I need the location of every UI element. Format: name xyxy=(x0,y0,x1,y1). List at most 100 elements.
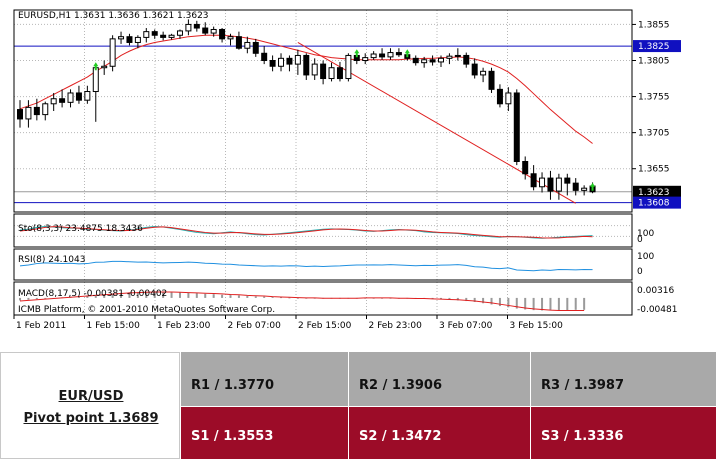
price-tick-label: 1.3655 xyxy=(638,165,670,175)
candle-body-bull xyxy=(345,54,352,80)
candle[interactable] xyxy=(480,67,487,83)
candle[interactable] xyxy=(235,31,242,50)
candle-body-bear xyxy=(17,109,23,120)
macd-histogram-bar xyxy=(153,291,156,298)
chart-header: EURUSD,H1 1.3631 1.3636 1.3621 1.3623 xyxy=(18,11,209,21)
candle[interactable] xyxy=(294,49,301,75)
macd-histogram-bar xyxy=(263,296,266,298)
candle[interactable] xyxy=(555,173,562,200)
candle[interactable] xyxy=(581,185,588,196)
candle[interactable] xyxy=(421,56,428,68)
price-box xyxy=(633,196,681,209)
candle-body-bear xyxy=(471,63,478,76)
macd-histogram-bar xyxy=(541,297,544,311)
candle[interactable] xyxy=(564,173,571,196)
candle[interactable] xyxy=(269,55,276,72)
candle[interactable] xyxy=(101,60,108,75)
candle[interactable] xyxy=(395,48,402,57)
candle[interactable] xyxy=(176,29,183,39)
candle-body-bear xyxy=(126,36,133,43)
candle[interactable] xyxy=(185,19,192,36)
candle[interactable] xyxy=(261,46,268,65)
candle[interactable] xyxy=(84,85,91,104)
candle[interactable] xyxy=(539,172,546,193)
candle[interactable] xyxy=(547,170,554,200)
candle-body-bear xyxy=(336,67,343,80)
candle[interactable] xyxy=(429,55,436,66)
candle[interactable] xyxy=(109,35,116,72)
macd-histogram-bar xyxy=(19,297,21,301)
candle[interactable] xyxy=(522,156,529,180)
candle[interactable] xyxy=(370,51,377,60)
candle[interactable] xyxy=(505,87,512,111)
candle[interactable] xyxy=(202,22,209,36)
macd-histogram-bar xyxy=(271,296,274,298)
candle[interactable] xyxy=(311,58,318,80)
candle[interactable] xyxy=(17,100,23,128)
candle[interactable] xyxy=(336,61,343,82)
candle[interactable] xyxy=(227,33,234,46)
candle-body-bear xyxy=(320,63,327,80)
candle[interactable] xyxy=(387,48,394,60)
panel-frame-2 xyxy=(13,248,633,281)
candle[interactable] xyxy=(210,26,217,37)
rsi-scale-bottom: 0 xyxy=(637,267,643,277)
candle[interactable] xyxy=(463,52,470,68)
candle[interactable] xyxy=(328,62,335,82)
candle[interactable] xyxy=(438,55,444,67)
candle[interactable] xyxy=(193,20,200,32)
candle[interactable] xyxy=(286,55,293,72)
candle[interactable] xyxy=(244,36,251,54)
time-tick-label: 1 Feb 15:00 xyxy=(87,321,141,331)
candle[interactable] xyxy=(513,89,520,166)
candle[interactable] xyxy=(488,67,495,93)
candle[interactable] xyxy=(446,53,453,65)
candle[interactable] xyxy=(118,31,125,44)
candle[interactable] xyxy=(303,53,310,80)
macd-histogram-bar xyxy=(456,297,459,301)
macd-histogram-bar xyxy=(515,297,518,309)
candle[interactable] xyxy=(219,28,226,43)
indicator-panels xyxy=(14,225,632,311)
candle[interactable] xyxy=(345,53,352,82)
candle[interactable] xyxy=(168,33,175,40)
candle[interactable] xyxy=(412,55,419,66)
candle[interactable] xyxy=(42,101,49,121)
candle[interactable] xyxy=(471,58,478,79)
macd-histogram-bar xyxy=(170,292,173,298)
candle[interactable] xyxy=(454,48,461,61)
candle-body-bull xyxy=(176,30,183,36)
candle[interactable] xyxy=(320,60,327,85)
candle[interactable] xyxy=(160,31,167,41)
time-tick-label: 3 Feb 15:00 xyxy=(510,321,564,331)
candle[interactable] xyxy=(151,29,158,39)
axis-labels: 1.3855 1.3805 1.3755 1.3705 1.3655 1.3825 1.36… xyxy=(13,20,681,331)
candle-body-bull xyxy=(92,67,99,93)
candle[interactable] xyxy=(67,89,74,108)
candle[interactable] xyxy=(75,85,82,104)
rsi-line xyxy=(19,260,593,272)
candle-body-bear xyxy=(379,53,386,58)
candle[interactable] xyxy=(362,53,369,65)
candle-body-bull xyxy=(84,91,91,101)
candle[interactable] xyxy=(252,38,259,57)
candle[interactable] xyxy=(50,92,57,111)
candle-body-bull xyxy=(311,63,318,76)
rsi-label: RSI(8) 24.1043 xyxy=(18,255,85,265)
candle-body-bear xyxy=(488,70,495,90)
candle[interactable] xyxy=(278,53,285,72)
candle[interactable] xyxy=(33,98,40,121)
candle[interactable] xyxy=(496,84,503,108)
stoch-label: Sto(8,3,3) 23.4875 18.3436 xyxy=(18,224,143,234)
candle-body-bull xyxy=(446,55,453,59)
candle[interactable] xyxy=(134,35,141,49)
candle[interactable] xyxy=(143,28,150,43)
candle[interactable] xyxy=(25,100,32,128)
candle[interactable] xyxy=(572,178,579,196)
candle-body-bull xyxy=(42,103,49,116)
candle[interactable] xyxy=(126,33,133,46)
candle[interactable] xyxy=(379,48,386,60)
price-chart[interactable] xyxy=(14,19,632,204)
candle[interactable] xyxy=(530,165,537,191)
candle[interactable] xyxy=(59,89,66,108)
